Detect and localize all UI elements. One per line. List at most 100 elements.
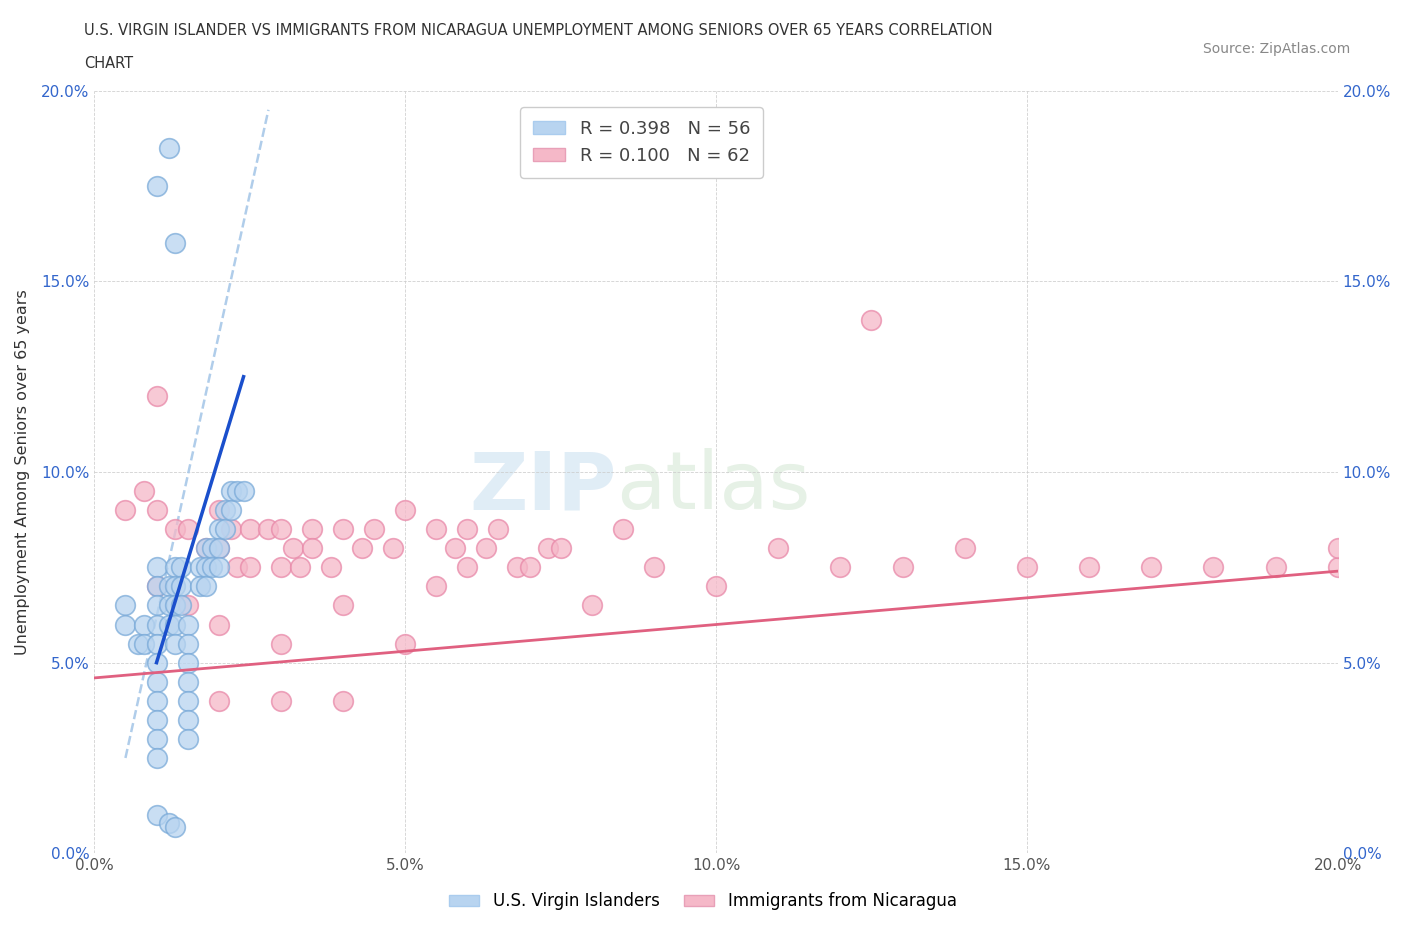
Point	[488, 522, 510, 537]
Point	[165, 598, 187, 613]
Point	[456, 522, 478, 537]
Point	[550, 541, 572, 556]
Point	[319, 560, 342, 575]
Point	[165, 560, 187, 575]
Point	[157, 816, 180, 830]
Point	[176, 674, 198, 689]
Point	[381, 541, 404, 556]
Point	[1326, 560, 1348, 575]
Point	[157, 598, 180, 613]
Point	[145, 712, 167, 727]
Point	[145, 579, 167, 594]
Point	[1202, 560, 1225, 575]
Text: CHART: CHART	[84, 56, 134, 71]
Legend: U.S. Virgin Islanders, Immigrants from Nicaragua: U.S. Virgin Islanders, Immigrants from N…	[443, 885, 963, 917]
Point	[860, 312, 883, 327]
Point	[145, 751, 167, 765]
Point	[165, 819, 187, 834]
Point	[239, 522, 262, 537]
Point	[270, 694, 292, 709]
Point	[456, 560, 478, 575]
Point	[132, 618, 155, 632]
Point	[239, 560, 262, 575]
Point	[165, 618, 187, 632]
Point	[201, 560, 224, 575]
Point	[444, 541, 467, 556]
Point	[643, 560, 665, 575]
Point	[768, 541, 790, 556]
Point	[114, 503, 136, 518]
Point	[208, 503, 231, 518]
Point	[170, 560, 193, 575]
Text: U.S. VIRGIN ISLANDER VS IMMIGRANTS FROM NICARAGUA UNEMPLOYMENT AMONG SENIORS OVE: U.S. VIRGIN ISLANDER VS IMMIGRANTS FROM …	[84, 23, 993, 38]
Point	[1015, 560, 1038, 575]
Point	[195, 579, 218, 594]
Point	[301, 541, 323, 556]
Point	[132, 636, 155, 651]
Point	[208, 694, 231, 709]
Point	[145, 656, 167, 671]
Point	[201, 541, 224, 556]
Point	[145, 694, 167, 709]
Point	[332, 598, 354, 613]
Point	[176, 656, 198, 671]
Point	[270, 560, 292, 575]
Point	[208, 541, 231, 556]
Point	[157, 140, 180, 155]
Point	[1326, 541, 1348, 556]
Point	[581, 598, 603, 613]
Point	[165, 236, 187, 251]
Point	[301, 522, 323, 537]
Text: atlas: atlas	[617, 448, 811, 526]
Point	[170, 598, 193, 613]
Text: ZIP: ZIP	[470, 448, 617, 526]
Point	[157, 618, 180, 632]
Point	[394, 503, 416, 518]
Point	[332, 694, 354, 709]
Point	[195, 560, 218, 575]
Point	[214, 503, 236, 518]
Point	[537, 541, 560, 556]
Point	[114, 618, 136, 632]
Point	[363, 522, 385, 537]
Point	[506, 560, 529, 575]
Point	[195, 541, 218, 556]
Point	[219, 522, 242, 537]
Point	[830, 560, 852, 575]
Point	[145, 732, 167, 747]
Point	[165, 636, 187, 651]
Point	[425, 522, 447, 537]
Point	[232, 484, 254, 498]
Point	[226, 560, 249, 575]
Point	[219, 484, 242, 498]
Point	[519, 560, 541, 575]
Point	[270, 636, 292, 651]
Point	[270, 522, 292, 537]
Point	[257, 522, 280, 537]
Point	[288, 560, 311, 575]
Point	[188, 579, 211, 594]
Point	[226, 484, 249, 498]
Point	[132, 484, 155, 498]
Point	[157, 579, 180, 594]
Point	[195, 541, 218, 556]
Point	[214, 522, 236, 537]
Point	[176, 598, 198, 613]
Point	[1078, 560, 1101, 575]
Point	[165, 522, 187, 537]
Y-axis label: Unemployment Among Seniors over 65 years: Unemployment Among Seniors over 65 years	[15, 289, 30, 655]
Point	[145, 808, 167, 823]
Text: Source: ZipAtlas.com: Source: ZipAtlas.com	[1202, 42, 1350, 56]
Point	[612, 522, 634, 537]
Point	[208, 522, 231, 537]
Point	[176, 732, 198, 747]
Point	[704, 579, 727, 594]
Point	[219, 503, 242, 518]
Point	[208, 560, 231, 575]
Point	[208, 618, 231, 632]
Point	[283, 541, 305, 556]
Point	[394, 636, 416, 651]
Point	[165, 579, 187, 594]
Point	[208, 541, 231, 556]
Point	[176, 618, 198, 632]
